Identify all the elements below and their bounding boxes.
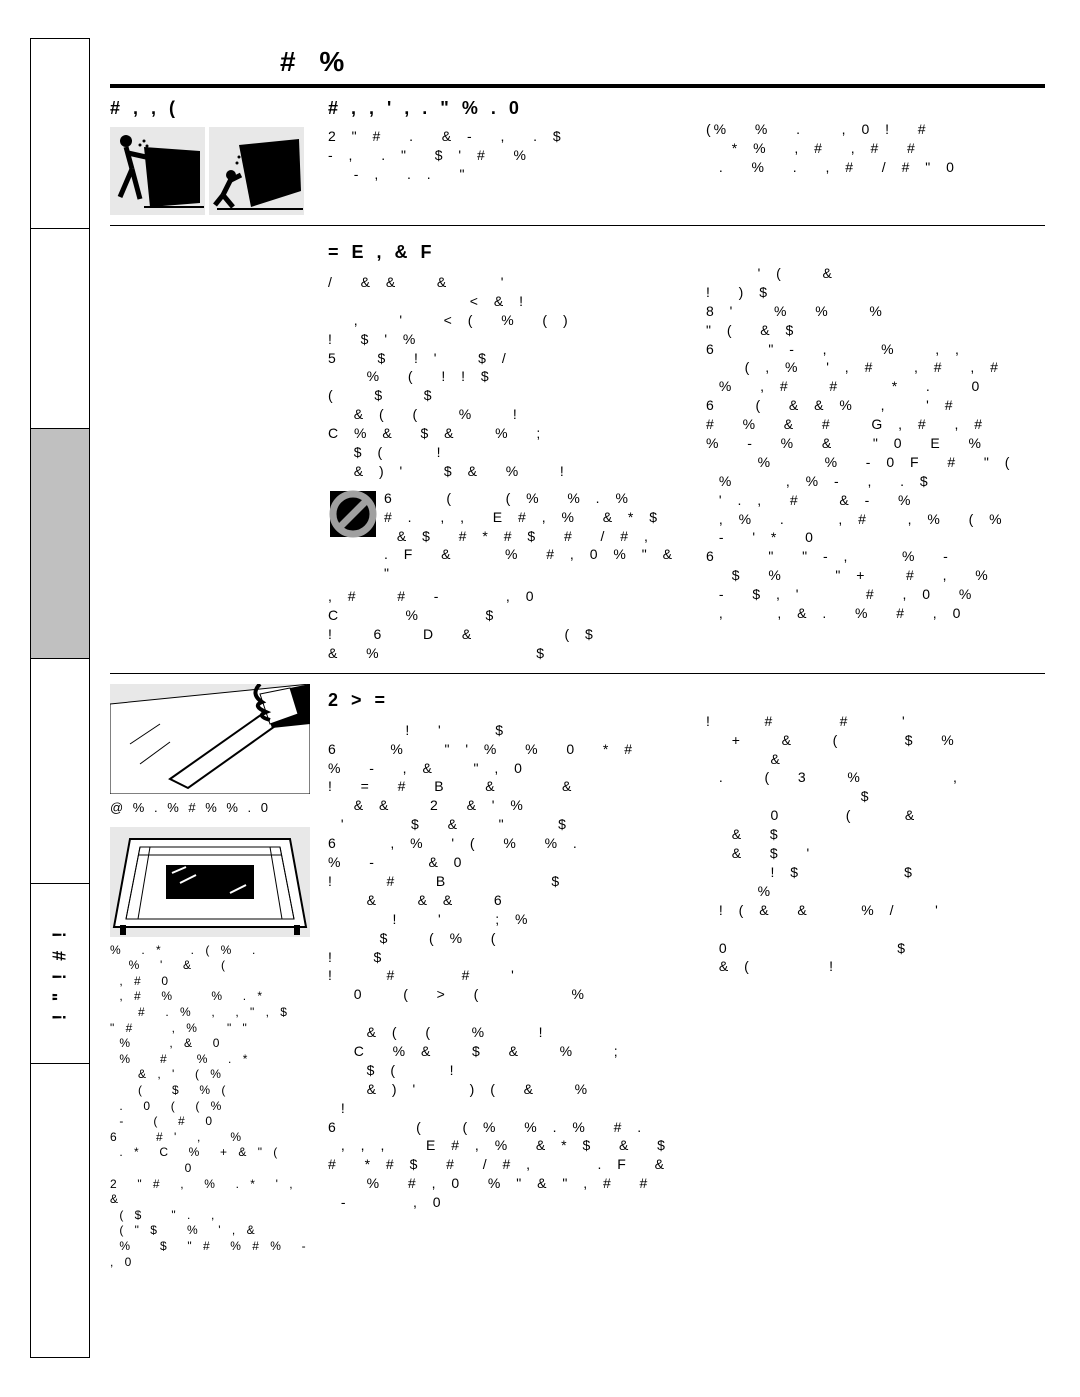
sidebar-tabs: ! " ! # !	[30, 38, 90, 1358]
rule-mid-1	[110, 225, 1045, 226]
sidebar-tab-1[interactable]	[31, 39, 89, 229]
section-1-mid-heading: # , , ' , . " % . 0	[328, 98, 688, 119]
section-1-mid-body: 2 " # . & - , . $ - , . " $ ' # % - , . …	[328, 127, 688, 184]
section-2-mid-body: / & & & ' < & ! , ' < ( % ( ) ! $ ' % 5 …	[328, 273, 688, 481]
sidebar-tab-6[interactable]	[31, 1064, 89, 1354]
section-1-right: (% % . , 0 ! # * % , # , # # . % . , # /…	[706, 98, 1046, 215]
section-3-right: ! # # ' + & ( $ % & . ( 3 % , $ 0 ( & & …	[706, 684, 1046, 1270]
scraper-illustration	[110, 684, 310, 794]
section-2-right: ' ( & ! ) $ 8 ' % % % " ( & $ 6 " - , % …	[706, 236, 1046, 663]
warning-icons	[110, 127, 310, 215]
section-3-right-body: ! # # ' + & ( $ % & . ( 3 % , $ 0 ( & & …	[706, 712, 1046, 976]
section-1: # , , (	[110, 98, 1045, 215]
page-root: ! " ! # ! # % # , , (	[0, 0, 1080, 1397]
section-1-left-heading: # , , (	[110, 98, 310, 119]
sidebar-tab-5-label: ! " ! # !	[50, 927, 71, 1020]
sidebar-tab-5[interactable]: ! " ! # !	[31, 884, 89, 1064]
fall-hazard-icon	[209, 127, 304, 215]
section-2-mid-tail: , # # - , 0 C % $ ! 6 D & ( $ & % $	[328, 587, 688, 663]
section-3-mid-heading: 2 > =	[328, 690, 688, 711]
sidebar-tab-3[interactable]	[31, 429, 89, 659]
oven-door-caption: % . * . ( % . % ' & ( , # 0 , # % % . * …	[110, 943, 310, 1270]
rule-top	[110, 84, 1045, 88]
oven-door-illustration	[110, 827, 310, 937]
section-2-mid-heading: = E , & F	[328, 242, 688, 263]
rule-mid-2	[110, 673, 1045, 674]
content-area: # % # , , (	[110, 38, 1045, 1270]
section-2-right-body: ' ( & ! ) $ 8 ' % % % " ( & $ 6 " - , % …	[706, 264, 1046, 623]
section-3-mid-body: ! ' $ 6 % " ' % % 0 * # % - , & " , 0 ! …	[328, 721, 688, 1212]
section-3-left: @ % . % # % % . 0	[110, 684, 310, 1270]
scraper-caption: @ % . % # % % . 0	[110, 800, 310, 817]
section-2-mid-after-icon: 6 ( ( % % . % # . , , E # , % & * $ & $ …	[384, 489, 688, 583]
section-1-mid: # , , ' , . " % . 0 2 " # . & - , . $ - …	[328, 98, 688, 215]
section-3-mid: 2 > = ! ' $ 6 % " ' % % 0 * # % - , & " …	[328, 684, 688, 1270]
section-2-mid: = E , & F / & & & ' < & ! , ' < ( % ( ) …	[328, 236, 688, 663]
page-title: # %	[280, 46, 1045, 78]
section-1-left: # , , (	[110, 98, 310, 215]
section-2-left	[110, 236, 310, 663]
sidebar-tab-2[interactable]	[31, 229, 89, 429]
tip-hazard-icon	[110, 127, 205, 215]
section-1-right-body: (% % . , 0 ! # * % , # , # # . % . , # /…	[706, 120, 1046, 177]
prohibit-icon	[328, 489, 378, 539]
section-3: @ % . % # % % . 0	[110, 684, 1045, 1270]
sidebar-tab-4[interactable]	[31, 659, 89, 884]
section-2: = E , & F / & & & ' < & ! , ' < ( % ( ) …	[110, 236, 1045, 663]
